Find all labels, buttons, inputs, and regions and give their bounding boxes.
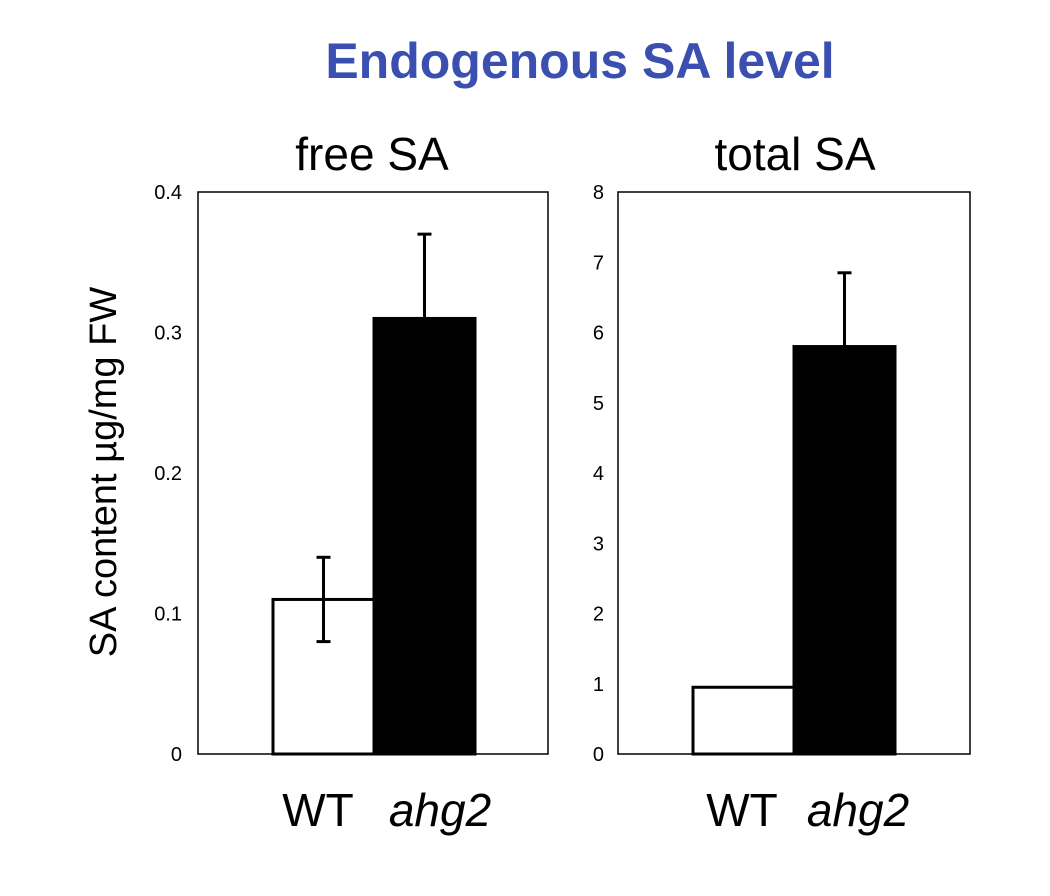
y-tick-label: 5 (593, 393, 604, 415)
figure-title: Endogenous SA level (325, 33, 834, 89)
error-bar-wt (316, 555, 331, 644)
y-tick-label: 0.2 (154, 463, 182, 485)
chart-panel-free-sa: free SA 0 0.1 0.2 0.3 0.4 WT ahg2 (154, 128, 549, 836)
error-bar-ahg2 (837, 271, 852, 422)
y-tick-label: 6 (593, 323, 604, 345)
y-tick-label: 7 (593, 252, 604, 274)
y-tick-label: 0.1 (154, 604, 182, 626)
y-tick-label: 0.4 (154, 182, 182, 204)
y-tick-label: 2 (593, 604, 604, 626)
category-label-ahg2: ahg2 (389, 784, 491, 836)
y-tick-label: 0.3 (154, 323, 182, 345)
bar-wt (691, 685, 796, 756)
bars-total-sa (691, 271, 897, 756)
y-tick-label: 0 (171, 744, 182, 766)
y-tick-label: 1 (593, 674, 604, 696)
category-label-wt: WT (706, 784, 778, 836)
category-label-wt: WT (282, 784, 354, 836)
y-ticks-total-sa: 0 1 2 3 4 5 6 7 8 (593, 182, 604, 766)
y-tick-label: 8 (593, 182, 604, 204)
y-tick-label: 4 (593, 463, 604, 485)
y-axis-label: SA content µg/mg FW (83, 287, 125, 658)
panel-title-free-sa: free SA (295, 128, 449, 180)
category-label-ahg2: ahg2 (807, 784, 909, 836)
y-tick-label: 0 (593, 744, 604, 766)
error-bar-ahg2 (417, 232, 432, 405)
y-tick-label: 3 (593, 533, 604, 555)
y-ticks-free-sa: 0 0.1 0.2 0.3 0.4 (154, 182, 182, 766)
chart-panel-total-sa: total SA 0 1 2 3 4 5 6 7 8 WT ahg2 (593, 128, 971, 836)
bars-free-sa (271, 232, 477, 756)
bar-ahg2 (792, 345, 897, 756)
panel-title-total-sa: total SA (714, 128, 875, 180)
